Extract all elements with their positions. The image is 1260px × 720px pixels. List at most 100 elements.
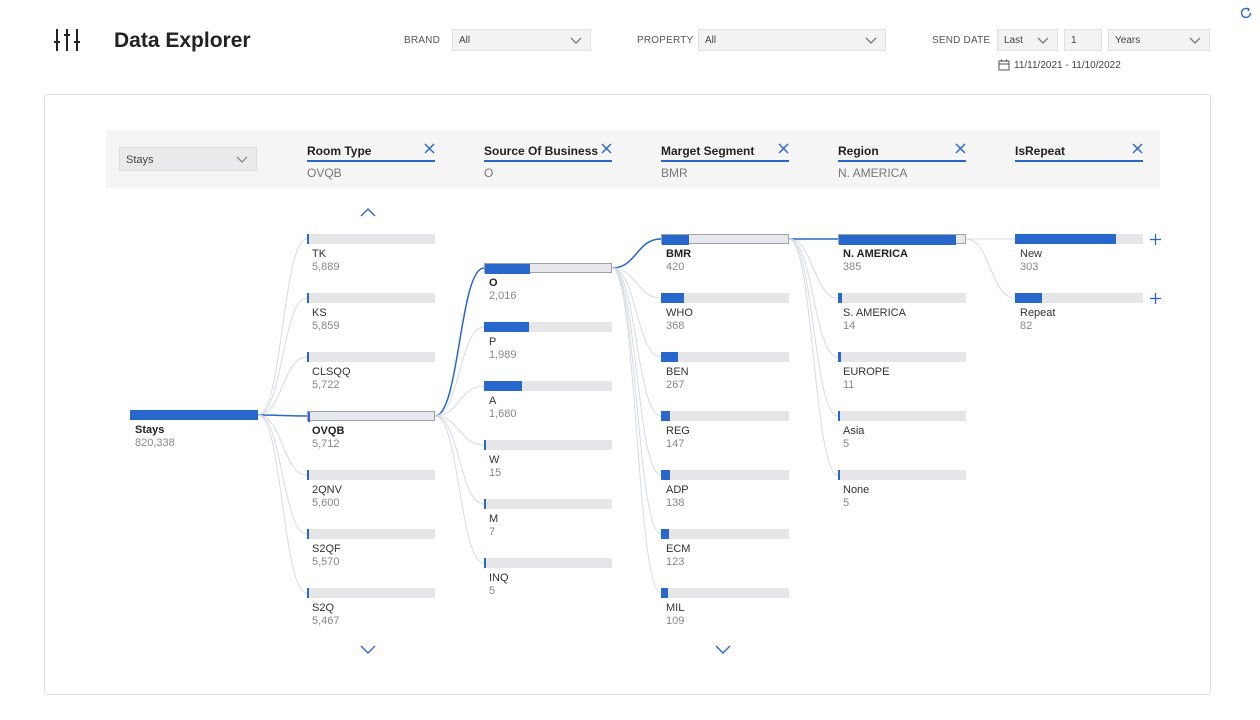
close-icon[interactable]: [778, 143, 789, 154]
level-value: BMR: [661, 166, 688, 180]
node-bar-track: [661, 588, 789, 598]
node-value: 420: [666, 261, 685, 273]
close-icon[interactable]: [1132, 143, 1143, 154]
node-value: 5,570: [312, 556, 340, 568]
node-bar-fill: [307, 470, 309, 480]
node-label: BMR: [666, 248, 692, 260]
node-bar-track: [307, 293, 435, 303]
node-bar-fill: [484, 440, 486, 450]
level-header[interactable]: Region: [838, 143, 966, 162]
level-name: Room Type: [307, 144, 372, 158]
node-bar-track: [484, 322, 612, 332]
node-bar-track: [484, 440, 612, 450]
calendar-icon: [998, 59, 1010, 71]
node-label: 2QNV: [312, 484, 342, 496]
date-range: 11/11/2021 - 11/10/2022: [998, 59, 1121, 71]
level-header[interactable]: IsRepeat: [1015, 143, 1143, 162]
node-bar-fill: [484, 499, 486, 509]
node-bar-fill: [307, 352, 309, 362]
node-bar-fill: [838, 352, 841, 362]
node-value: 267: [666, 379, 685, 391]
node-bar-fill: [661, 529, 669, 539]
node-bar-track: [484, 263, 612, 274]
node-label: INQ: [489, 572, 509, 584]
node-value: 7: [489, 526, 496, 538]
level-name: Source Of Business: [484, 144, 599, 158]
level-header[interactable]: Source Of Business: [484, 143, 612, 162]
node-bar-track: [307, 470, 435, 480]
node-bar-track: [661, 293, 789, 303]
metric-select[interactable]: Stays: [119, 147, 257, 171]
chevron-down-icon: [570, 37, 582, 44]
node-bar-track: [661, 411, 789, 421]
date-mode-select[interactable]: Last: [997, 29, 1058, 51]
node-bar-fill: [661, 470, 670, 480]
sliders-icon: [54, 29, 80, 51]
node-label: A: [489, 395, 497, 407]
node-label: S2QF: [312, 543, 341, 555]
node-bar-fill: [1015, 293, 1042, 303]
node-value: 5,600: [312, 497, 340, 509]
node-bar-track: [484, 499, 612, 509]
node-label: M: [489, 513, 499, 525]
expand-plus-icon[interactable]: [1150, 234, 1161, 245]
node-bar-fill: [130, 410, 258, 420]
node-label: ECM: [666, 543, 691, 555]
node-bar-track: [307, 529, 435, 539]
date-unit-select[interactable]: Years: [1108, 29, 1210, 51]
node-value: 820,338: [135, 437, 175, 449]
node-bar-track: [661, 470, 789, 480]
node-value: 2,016: [489, 290, 517, 302]
chevron-down-icon: [1037, 37, 1049, 44]
node-label: KS: [312, 307, 327, 319]
node-label: MIL: [666, 602, 685, 614]
level-name: Region: [838, 144, 879, 158]
page-title: Data Explorer: [114, 29, 251, 52]
node-bar-track: [1015, 293, 1143, 303]
close-icon[interactable]: [424, 143, 435, 154]
chevron-up-icon[interactable]: [360, 207, 376, 217]
node-value: 14: [843, 320, 856, 332]
brand-select[interactable]: All: [452, 29, 591, 51]
node-bar-track: [838, 293, 966, 303]
node-label: WHO: [666, 307, 693, 319]
level-header[interactable]: Room Type: [307, 143, 435, 162]
node-bar-track: [661, 234, 789, 245]
refresh-icon[interactable]: [1239, 6, 1253, 20]
node-label: Stays: [135, 424, 165, 436]
node-value: 1,680: [489, 408, 517, 420]
node-bar-fill: [484, 558, 486, 568]
node-label: W: [489, 454, 500, 466]
node-bar-track: [307, 411, 435, 422]
date-count-input[interactable]: 1: [1064, 29, 1102, 51]
node-label: BEN: [666, 366, 689, 378]
node-value: 385: [843, 261, 862, 273]
node-label: S2Q: [312, 602, 335, 614]
node-label: P: [489, 336, 497, 348]
level-header-bar: [106, 130, 1160, 188]
close-icon[interactable]: [601, 143, 612, 154]
node-bar-fill: [661, 588, 668, 598]
node-value: 147: [666, 438, 685, 450]
node-label: N. AMERICA: [843, 248, 908, 260]
level-header[interactable]: Marget Segment: [661, 143, 789, 162]
close-icon[interactable]: [955, 143, 966, 154]
node-label: None: [843, 484, 870, 496]
chevron-down-icon[interactable]: [360, 645, 376, 655]
expand-plus-icon[interactable]: [1150, 293, 1161, 304]
chevron-down-icon[interactable]: [715, 645, 731, 655]
node-bar-fill: [838, 411, 840, 421]
node-bar-fill: [838, 293, 842, 303]
node-bar-track: [661, 529, 789, 539]
node-bar-fill: [308, 412, 310, 422]
node-value: 5: [489, 585, 496, 597]
node-bar-fill: [484, 322, 529, 332]
property-select[interactable]: All: [698, 29, 886, 51]
node-value: 368: [666, 320, 685, 332]
node-value: 5: [843, 438, 850, 450]
node-bar-track: [484, 381, 612, 391]
date-range-text: 11/11/2021 - 11/10/2022: [1014, 59, 1121, 71]
node-value: 138: [666, 497, 685, 509]
node-value: 123: [666, 556, 685, 568]
node-bar-track: [838, 234, 966, 245]
